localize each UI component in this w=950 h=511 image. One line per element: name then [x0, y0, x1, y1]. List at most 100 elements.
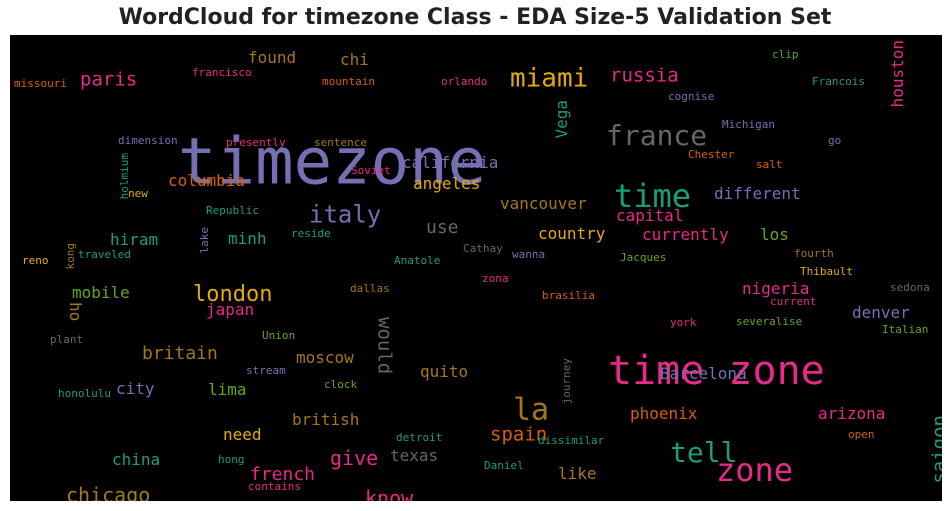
- word-traveled: traveled: [78, 248, 131, 261]
- word-orlando: orlando: [441, 75, 487, 88]
- word-japan: japan: [206, 300, 254, 319]
- word-different: different: [714, 184, 801, 203]
- word-italian: Italian: [882, 323, 928, 336]
- word-saigon: saigon: [929, 415, 942, 484]
- word-zona: zona: [482, 272, 509, 285]
- word-columbia: columbia: [168, 171, 245, 190]
- word-contains: contains: [248, 480, 301, 493]
- word-presently: presently: [226, 136, 286, 149]
- word-sedona: sedona: [890, 281, 930, 294]
- word-go: go: [828, 134, 841, 147]
- word-honolulu: honolulu: [58, 387, 111, 400]
- word-houston: houston: [888, 40, 907, 107]
- word-la: la: [513, 393, 549, 428]
- word-time: time: [614, 177, 691, 215]
- word-sentence: sentence: [314, 136, 367, 149]
- word-france: france: [606, 119, 707, 152]
- wordcloud-canvas: timezone time zone zone time tell la france mia…: [10, 35, 942, 501]
- word-reside: reside: [291, 227, 331, 240]
- word-moscow: moscow: [296, 348, 354, 367]
- word-arizona: arizona: [818, 404, 885, 423]
- word-thibault: Thibault: [800, 265, 853, 278]
- word-britain: britain: [142, 343, 218, 364]
- word-mobile: mobile: [72, 283, 130, 302]
- word-lake: lake: [198, 227, 211, 254]
- word-give: give: [330, 446, 378, 470]
- wordcloud-background: [10, 35, 942, 501]
- word-miami: miami: [510, 63, 588, 93]
- word-detroit: detroit: [396, 431, 442, 444]
- word-daniel: Daniel: [484, 459, 524, 472]
- word-russia: russia: [610, 65, 679, 87]
- word-like: like: [558, 464, 597, 483]
- word-michigan: Michigan: [722, 118, 775, 131]
- word-stream: stream: [246, 364, 286, 377]
- word-clip: clip: [772, 48, 799, 61]
- word-chester: Chester: [688, 148, 735, 161]
- word-hong: hong: [218, 453, 245, 466]
- word-journey: journey: [560, 358, 573, 405]
- word-chi: chi: [340, 50, 369, 69]
- word-francisco: francisco: [192, 66, 252, 79]
- word-london: london: [193, 282, 272, 307]
- word-need: need: [223, 425, 262, 444]
- word-plant: plant: [50, 333, 83, 346]
- word-time-zone: time zone: [608, 348, 825, 394]
- word-paris: paris: [80, 69, 137, 91]
- word-francois: Francois: [812, 75, 865, 88]
- word-anatole: Anatole: [394, 254, 440, 267]
- word-italy: italy: [309, 201, 381, 229]
- word-open: open: [848, 428, 875, 441]
- word-missouri: missouri: [14, 77, 67, 90]
- word-york: york: [670, 316, 697, 329]
- word-reno: reno: [22, 254, 49, 267]
- word-zone: zone: [716, 451, 793, 489]
- word-use: use: [426, 217, 459, 238]
- word-hiram: hiram: [110, 230, 158, 249]
- word-ho: ho: [66, 302, 85, 321]
- wordcloud-area: timezone time zone zone time tell la france mia…: [10, 35, 942, 501]
- word-los: los: [760, 225, 789, 244]
- word-timezone: timezone: [178, 125, 486, 199]
- word-british: british: [292, 410, 359, 429]
- word-chicago: chicago: [66, 483, 150, 501]
- word-quito: quito: [420, 362, 468, 381]
- word-phoenix: phoenix: [630, 404, 698, 423]
- word-city: city: [116, 379, 155, 398]
- word-clock: clock: [324, 378, 357, 391]
- word-barcelona: Barcelona: [660, 364, 747, 383]
- word-republic: Republic: [206, 204, 259, 217]
- word-country: country: [538, 224, 606, 243]
- word-cathay: Cathay: [463, 242, 503, 255]
- word-china: china: [112, 450, 160, 469]
- word-dallas: dallas: [350, 282, 390, 295]
- word-holmium: holmium: [118, 153, 131, 200]
- word-new: new: [128, 187, 148, 200]
- wordcloud-words: timezone time zone zone time tell la france mia…: [14, 40, 942, 501]
- word-tell: tell: [670, 436, 737, 469]
- word-nigeria: nigeria: [742, 279, 809, 298]
- word-angeles: angeles: [413, 174, 480, 193]
- word-fourth: fourth: [794, 247, 834, 260]
- word-current: current: [770, 295, 816, 308]
- word-dimension: dimension: [118, 134, 178, 147]
- word-capital: capital: [616, 206, 683, 225]
- word-found: found: [248, 48, 296, 67]
- word-spain: spain: [490, 424, 547, 446]
- word-kong: kong: [64, 243, 77, 270]
- word-vancouver: vancouver: [500, 194, 587, 213]
- word-salt: salt: [756, 158, 783, 171]
- chart-title: WordCloud for timezone Class - EDA Size-…: [118, 5, 832, 30]
- word-minh: minh: [228, 229, 267, 248]
- word-texas: texas: [390, 446, 438, 465]
- word-jacques: Jacques: [620, 251, 666, 264]
- word-denver: denver: [852, 303, 910, 322]
- word-union: Union: [262, 329, 295, 342]
- word-cognise: cognise: [668, 90, 714, 103]
- word-lima: lima: [208, 380, 247, 399]
- word-know: know: [365, 486, 414, 501]
- word-severalise: severalise: [736, 315, 802, 328]
- word-soviet: Soviet: [351, 164, 391, 177]
- word-dissimilar: dissimilar: [538, 434, 605, 447]
- word-currently: currently: [642, 225, 729, 244]
